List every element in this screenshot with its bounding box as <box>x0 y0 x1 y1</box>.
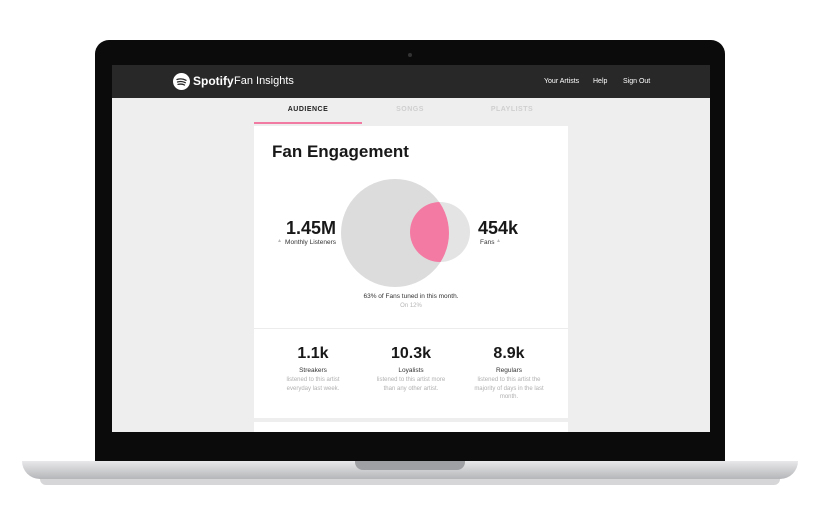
stat-desc: listened to this artist the majority of … <box>474 377 544 400</box>
stat-value: 1.45M <box>285 218 336 238</box>
stat-value: 1.1k <box>297 345 329 362</box>
arrow-icon <box>278 239 281 242</box>
logo <box>173 73 190 90</box>
stat-label: Fans <box>480 239 495 246</box>
tab[interactable]: PLAYLISTS <box>490 106 534 113</box>
caption: 63% of Fans tuned in this month. <box>363 293 459 300</box>
card: Fan Engagement 1.45M Monthly Listeners 4… <box>254 126 568 418</box>
nav-link[interactable]: Sign Out <box>623 78 651 85</box>
divider <box>254 328 568 329</box>
screen: Spotify Fan Insights Your Artists Help S… <box>112 65 710 432</box>
subcaption: On 12% <box>400 303 422 309</box>
stat-value: 10.3k <box>390 345 432 362</box>
listeners-circle <box>341 179 449 287</box>
nav-link[interactable]: Your Artists <box>544 78 580 85</box>
header: Spotify Fan Insights Your Artists Help S… <box>112 65 710 98</box>
next-card <box>254 422 568 432</box>
stat: 1.1k Streakers listened to this artist e… <box>268 345 358 393</box>
stat-value: 8.9k <box>493 345 525 362</box>
stat-value: 454k <box>478 218 519 238</box>
venn <box>278 179 500 287</box>
base-shadow <box>40 479 780 485</box>
stat-label: Streakers <box>299 367 327 374</box>
notch <box>355 461 465 470</box>
stat-desc: listened to this artist everyday last we… <box>286 377 340 392</box>
product-name: Fan Insights <box>234 75 294 87</box>
tab-underline <box>254 122 362 124</box>
laptop-base <box>22 461 798 479</box>
stat-label: Loyalists <box>398 367 424 374</box>
camera <box>408 53 412 57</box>
stat-label: Monthly Listeners <box>285 239 336 246</box>
arrow-icon <box>497 239 500 242</box>
tab[interactable]: AUDIENCE <box>287 106 329 113</box>
stat: 10.3k Loyalists listened to this artist … <box>366 345 456 393</box>
brand: Spotify <box>193 74 234 88</box>
stat-desc: listened to this artist more than any ot… <box>376 377 446 392</box>
tab[interactable]: SONGS <box>396 106 424 113</box>
card-title: Fan Engagement <box>272 142 409 161</box>
nav-link[interactable]: Help <box>593 78 608 85</box>
stat-label: Regulars <box>495 367 522 374</box>
stat: 8.9k Regulars listened to this artist th… <box>464 345 554 402</box>
